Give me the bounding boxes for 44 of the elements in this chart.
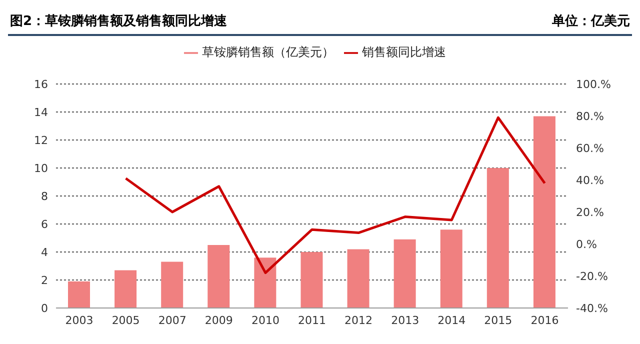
bar <box>440 230 462 308</box>
x-tick-label: 2010 <box>251 314 280 327</box>
line-series <box>124 116 546 274</box>
x-tick-label: 2005 <box>112 314 140 327</box>
y2-tick-label: -40.% <box>576 302 608 315</box>
y-tick-label: 2 <box>41 274 48 287</box>
bar <box>347 249 370 308</box>
x-tick-label: 2012 <box>344 314 373 327</box>
y-tick-label: 16 <box>34 78 48 91</box>
y-tick-label: 6 <box>41 218 48 231</box>
chart-subtitle: 单位：亿美元 <box>552 12 630 30</box>
y2-tick-label: 40.% <box>576 174 604 187</box>
x-tick-label: 2009 <box>204 314 233 327</box>
y-tick-label: 0 <box>41 302 48 315</box>
y2-tick-label: -20.% <box>576 270 608 283</box>
y-tick-label: 10 <box>34 162 48 175</box>
bar <box>161 262 184 308</box>
bar <box>394 239 416 308</box>
legend-label: 草铵膦销售额（亿美元） <box>202 45 334 59</box>
bar <box>68 281 90 308</box>
y-tick-label: 8 <box>41 190 48 203</box>
bar <box>300 252 323 308</box>
x-tick-label: 2011 <box>298 314 326 327</box>
x-tick-label: 2015 <box>484 314 512 327</box>
y2-tick-label: 100.% <box>576 78 611 91</box>
y-tick-label: 4 <box>41 246 48 259</box>
x-tick-label: 2016 <box>530 314 559 327</box>
x-tick-label: 2007 <box>158 314 186 327</box>
x-tick-label: 2014 <box>438 314 466 327</box>
y2-tick-label: 0.% <box>576 238 597 251</box>
y2-tick-label: 20.% <box>576 206 604 219</box>
bar <box>114 270 137 308</box>
bar <box>533 116 556 308</box>
bar <box>208 245 230 308</box>
bar <box>254 258 276 308</box>
x-tick-label: 2013 <box>391 314 420 327</box>
y-tick-label: 14 <box>34 106 48 119</box>
x-tick-label: 2003 <box>65 314 94 327</box>
y2-tick-label: 80.% <box>576 110 604 123</box>
y-tick-label: 12 <box>34 134 48 147</box>
legend-label: 销售额同比增速 <box>362 45 446 59</box>
chart-title: 图2：草铵膦销售额及销售额同比增速 <box>10 12 228 30</box>
bar <box>486 168 509 308</box>
y2-tick-label: 60.% <box>576 142 604 155</box>
